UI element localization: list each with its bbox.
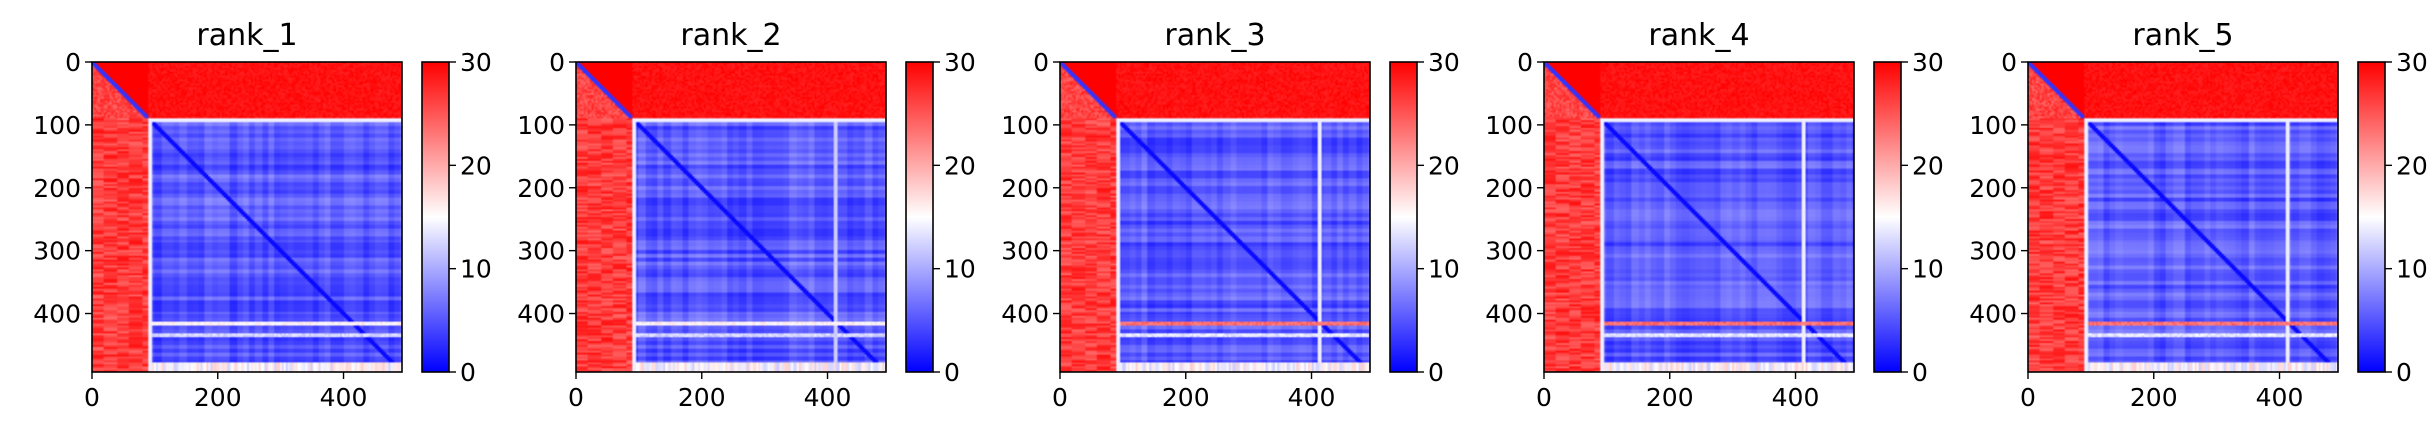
colorbar-frame — [1873, 61, 1902, 373]
x-tick-label: 200 — [194, 383, 242, 412]
colorbar — [2358, 62, 2385, 372]
y-tick-label: 400 — [517, 300, 565, 329]
colorbar-tick-label: 10 — [2396, 255, 2428, 284]
y-tick-label: 300 — [33, 237, 81, 266]
colorbar-tick-label: 0 — [2396, 358, 2412, 387]
heatmap-panel-2: rank_2 0 100 200 300 400 0 200 400 0 10 20 30 — [517, 18, 976, 412]
colorbar — [422, 62, 449, 372]
heatmap-matrix — [1060, 62, 1370, 372]
x-tick-label: 0 — [84, 383, 100, 412]
plot-frame — [1543, 61, 1855, 373]
y-tick-label: 200 — [1485, 174, 1533, 203]
colorbar-tick-label: 30 — [2396, 48, 2428, 77]
x-tick-label: 0 — [1536, 383, 1552, 412]
y-tick-label: 400 — [33, 300, 81, 329]
colorbar-frame — [2357, 61, 2386, 373]
x-tick-label: 200 — [1646, 383, 1694, 412]
colorbar-tick-label: 20 — [1912, 151, 1944, 180]
plot-frame — [2027, 61, 2339, 373]
x-tick-label: 400 — [1772, 383, 1820, 412]
heatmap-panel-1: rank_1 0 100 200 300 400 0 200 400 0 10 20 30 — [33, 18, 492, 412]
x-tick-label: 200 — [1162, 383, 1210, 412]
y-tick-label: 100 — [1485, 111, 1533, 140]
colorbar — [906, 62, 933, 372]
heatmap-matrix — [2028, 62, 2338, 372]
y-tick-label: 100 — [517, 111, 565, 140]
colorbar-tick-label: 0 — [1428, 358, 1444, 387]
colorbar-frame — [1389, 61, 1418, 373]
x-tick-label: 0 — [568, 383, 584, 412]
y-tick-label: 0 — [549, 48, 565, 77]
panel-title: rank_5 — [2132, 18, 2233, 53]
heatmap-matrix — [1544, 62, 1854, 372]
plot-frame — [91, 61, 403, 373]
colorbar-tick-label: 10 — [1428, 255, 1460, 284]
y-tick-label: 400 — [1485, 300, 1533, 329]
x-tick-label: 400 — [1288, 383, 1336, 412]
heatmap-panel-4: rank_4 0 100 200 300 400 0 200 400 0 10 20 30 — [1485, 18, 1944, 412]
plot-frame — [1059, 61, 1371, 373]
colorbar — [1390, 62, 1417, 372]
colorbar-frame — [905, 61, 934, 373]
y-tick-label: 0 — [1517, 48, 1533, 77]
colorbar-tick-label: 10 — [1912, 255, 1944, 284]
colorbar-tick-label: 30 — [944, 48, 976, 77]
y-tick-label: 100 — [1969, 111, 2017, 140]
y-tick-label: 0 — [1033, 48, 1049, 77]
y-tick-label: 0 — [65, 48, 81, 77]
panel-title: rank_3 — [1164, 18, 1265, 53]
colorbar-tick-label: 0 — [1912, 358, 1928, 387]
x-tick-label: 400 — [320, 383, 368, 412]
colorbar-tick-label: 20 — [460, 151, 492, 180]
y-tick-label: 0 — [2001, 48, 2017, 77]
x-tick-label: 400 — [2256, 383, 2304, 412]
y-tick-label: 300 — [517, 237, 565, 266]
panel-title: rank_2 — [680, 18, 781, 53]
colorbar-frame — [421, 61, 450, 373]
y-tick-label: 300 — [1969, 237, 2017, 266]
colorbar-tick-label: 20 — [2396, 151, 2428, 180]
x-tick-label: 0 — [1052, 383, 1068, 412]
y-tick-label: 300 — [1485, 237, 1533, 266]
y-tick-label: 200 — [517, 174, 565, 203]
x-tick-label: 200 — [2130, 383, 2178, 412]
heatmap-panel-5: rank_5 0 100 200 300 400 0 200 400 0 10 20 30 — [1969, 18, 2428, 412]
x-tick-label: 0 — [2020, 383, 2036, 412]
colorbar-tick-label: 20 — [1428, 151, 1460, 180]
y-tick-label: 100 — [1001, 111, 1049, 140]
x-tick-label: 200 — [678, 383, 726, 412]
panel-title: rank_4 — [1648, 18, 1749, 53]
colorbar-tick-label: 20 — [944, 151, 976, 180]
heatmap-matrix — [576, 62, 886, 372]
colorbar-tick-label: 30 — [460, 48, 492, 77]
plot-frame — [575, 61, 887, 373]
y-tick-label: 200 — [33, 174, 81, 203]
heatmap-matrix — [92, 62, 402, 372]
y-tick-label: 400 — [1001, 300, 1049, 329]
x-tick-label: 400 — [804, 383, 852, 412]
panel-title: rank_1 — [196, 18, 297, 53]
colorbar-tick-label: 0 — [460, 358, 476, 387]
colorbar-tick-label: 10 — [460, 255, 492, 284]
y-tick-label: 200 — [1969, 174, 2017, 203]
y-tick-label: 400 — [1969, 300, 2017, 329]
colorbar-tick-label: 30 — [1912, 48, 1944, 77]
colorbar-tick-label: 30 — [1428, 48, 1460, 77]
y-tick-label: 100 — [33, 111, 81, 140]
colorbar — [1874, 62, 1901, 372]
colorbar-tick-label: 10 — [944, 255, 976, 284]
heatmap-panel-3: rank_3 0 100 200 300 400 0 200 400 0 10 20 30 — [1001, 18, 1460, 412]
y-tick-label: 300 — [1001, 237, 1049, 266]
colorbar-tick-label: 0 — [944, 358, 960, 387]
y-tick-label: 200 — [1001, 174, 1049, 203]
